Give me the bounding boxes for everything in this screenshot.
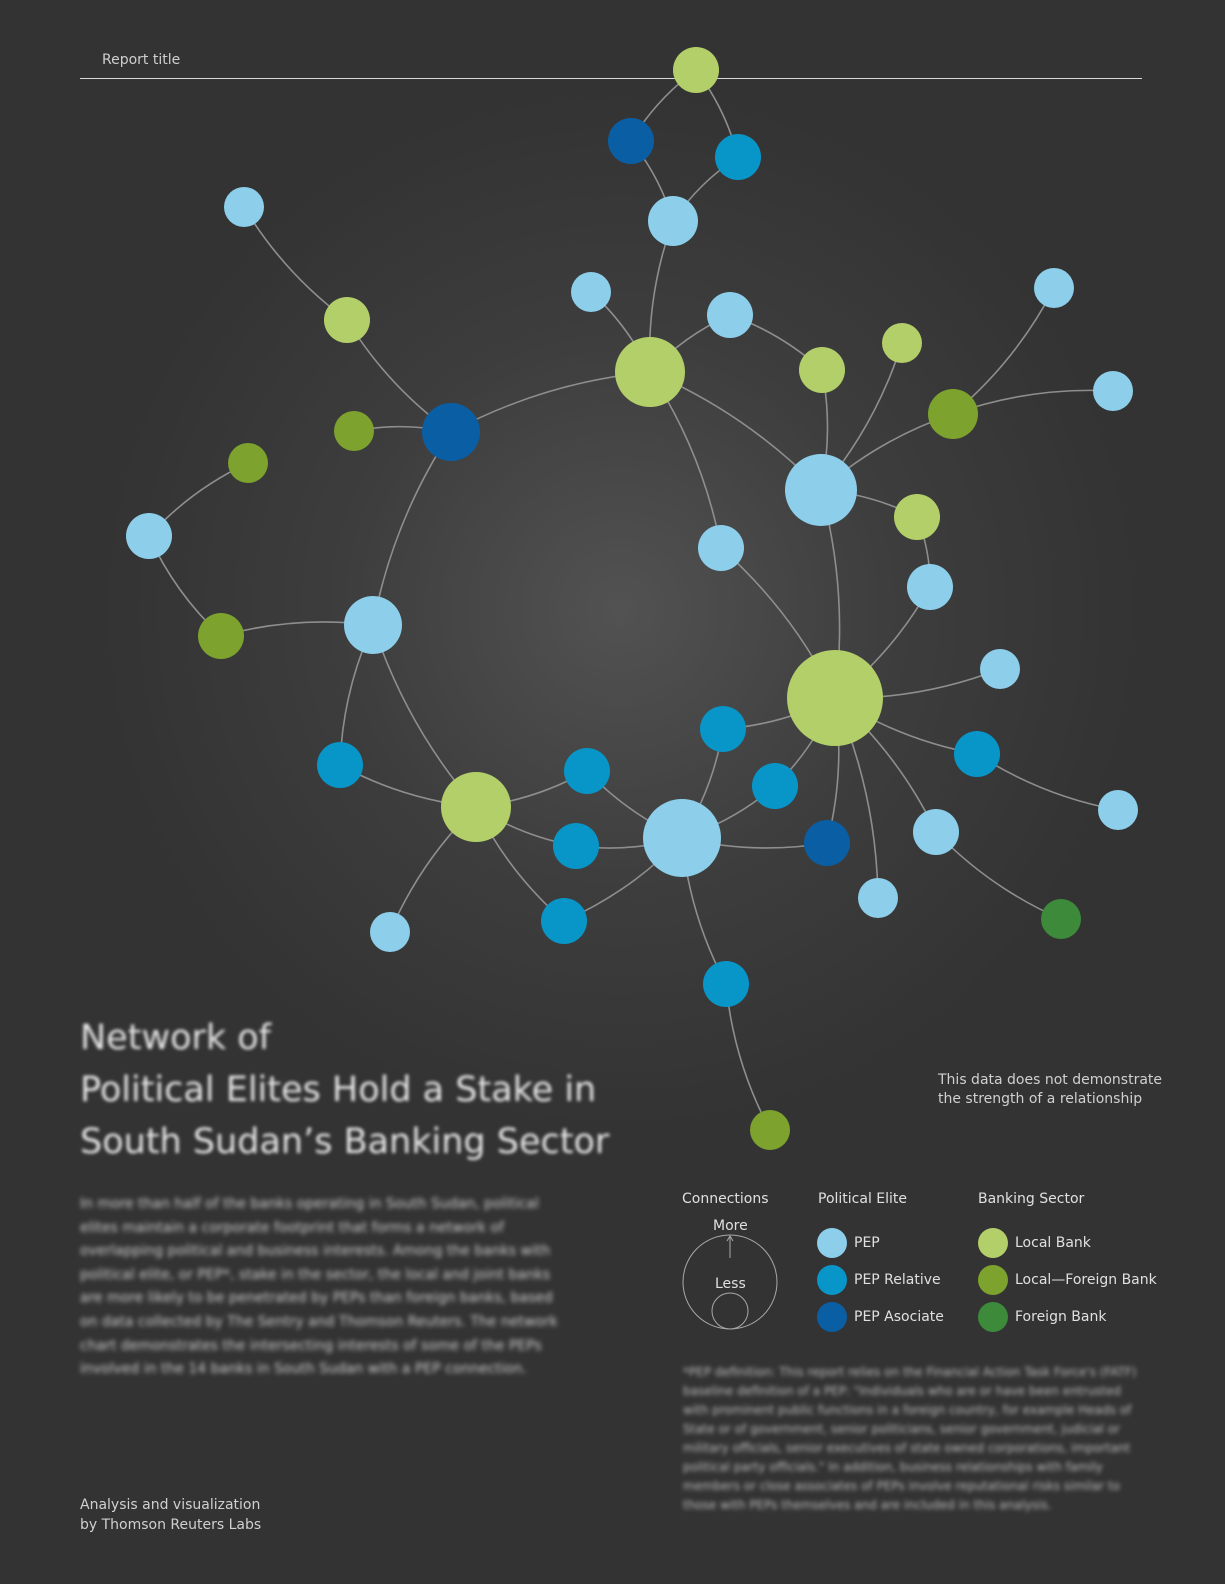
pep-relative-swatch xyxy=(817,1265,847,1295)
node-pep xyxy=(126,513,172,559)
node-local-foreign-bank xyxy=(228,443,268,483)
legend-label: PEP xyxy=(854,1235,880,1251)
node-local-foreign-bank xyxy=(928,389,978,439)
node-pep xyxy=(344,596,402,654)
node-pep-relative xyxy=(752,763,798,809)
headline-line: South Sudan’s Banking Sector xyxy=(80,1122,610,1162)
node-pep-relative xyxy=(700,706,746,752)
legend-item-foreign-bank: Foreign Bank xyxy=(978,1302,1106,1332)
legend-label: Local—Foreign Bank xyxy=(1015,1272,1157,1288)
network-edge xyxy=(372,431,452,626)
small-size-circle xyxy=(711,1292,749,1330)
note-line: the strength of a relationship xyxy=(938,1091,1143,1107)
legend-item-pep: PEP xyxy=(817,1228,880,1258)
node-local-bank xyxy=(882,323,922,363)
legend-label: Local Bank xyxy=(1015,1235,1091,1251)
legend-more-label: More xyxy=(713,1218,748,1234)
header-rule xyxy=(80,78,1142,79)
node-pep xyxy=(1098,790,1138,830)
legend-item-local-bank: Local Bank xyxy=(978,1228,1091,1258)
node-local-bank xyxy=(615,337,685,407)
node-local-foreign-bank xyxy=(750,1110,790,1150)
node-local-foreign-bank xyxy=(334,411,374,451)
node-pep-associate xyxy=(422,403,480,461)
node-pep-relative xyxy=(564,748,610,794)
credit: Analysis and visualization by Thomson Re… xyxy=(80,1495,261,1535)
node-pep-relative xyxy=(317,742,363,788)
node-local-bank xyxy=(324,297,370,343)
legend-label: PEP Asociate xyxy=(854,1309,944,1325)
credit-line: by Thomson Reuters Labs xyxy=(80,1517,262,1533)
node-local-bank xyxy=(894,494,940,540)
pep-swatch xyxy=(817,1228,847,1258)
node-pep xyxy=(224,187,264,227)
foreign-bank-swatch xyxy=(978,1302,1008,1332)
size-arrow-icon xyxy=(726,1235,734,1242)
node-local-bank xyxy=(787,650,883,746)
node-pep-relative xyxy=(954,731,1000,777)
node-pep-relative xyxy=(703,961,749,1007)
headline: Network of Political Elites Hold a Stake… xyxy=(80,1012,680,1168)
body-text: In more than half of the banks operating… xyxy=(80,1196,558,1378)
node-pep xyxy=(785,454,857,526)
node-local-bank xyxy=(441,772,511,842)
local-foreign-bank-swatch xyxy=(978,1265,1008,1295)
node-pep xyxy=(370,912,410,952)
node-local-bank xyxy=(673,47,719,93)
pep-definition-footnote: *PEP definition: This report relies on t… xyxy=(683,1365,1137,1512)
credit-line: Analysis and visualization xyxy=(80,1497,261,1513)
legend-item-pep-associate: PEP Asociate xyxy=(817,1302,944,1332)
data-note: This data does not demonstrate the stren… xyxy=(938,1071,1162,1109)
pep-associate-swatch xyxy=(817,1302,847,1332)
node-pep-relative xyxy=(553,823,599,869)
node-pep-associate xyxy=(608,118,654,164)
node-pep xyxy=(858,878,898,918)
legend-banking-sector-title: Banking Sector xyxy=(978,1191,1085,1207)
headline-line: Political Elites Hold a Stake in xyxy=(80,1070,597,1110)
node-pep xyxy=(707,292,753,338)
node-pep xyxy=(980,649,1020,689)
node-pep-associate xyxy=(804,820,850,866)
node-pep xyxy=(698,525,744,571)
node-pep xyxy=(571,272,611,312)
node-pep xyxy=(643,799,721,877)
node-local-foreign-bank xyxy=(198,613,244,659)
node-pep xyxy=(913,809,959,855)
node-local-bank xyxy=(799,347,845,393)
node-pep xyxy=(907,564,953,610)
legend-political-elite-title: Political Elite xyxy=(818,1191,908,1207)
node-pep xyxy=(648,196,698,246)
node-pep xyxy=(1034,268,1074,308)
note-line: This data does not demonstrate xyxy=(938,1072,1163,1088)
legend-item-local-foreign-bank: Local—Foreign Bank xyxy=(978,1265,1157,1295)
network-nodes xyxy=(126,47,1138,1150)
legend-connections-title: Connections xyxy=(682,1191,769,1207)
headline-line: Network of xyxy=(80,1018,271,1058)
legend-item-pep-relative: PEP Relative xyxy=(817,1265,941,1295)
legend-less-label: Less xyxy=(715,1276,746,1292)
node-pep-relative xyxy=(541,898,587,944)
connections-size-legend xyxy=(682,1234,778,1330)
local-bank-swatch xyxy=(978,1228,1008,1258)
report-title: Report title xyxy=(102,52,181,68)
legend-label: PEP Relative xyxy=(854,1272,941,1288)
legend-label: Foreign Bank xyxy=(1015,1309,1107,1325)
network-edges xyxy=(148,69,1119,1131)
node-pep xyxy=(1093,371,1133,411)
node-foreign-bank xyxy=(1041,899,1081,939)
node-pep-relative xyxy=(715,134,761,180)
